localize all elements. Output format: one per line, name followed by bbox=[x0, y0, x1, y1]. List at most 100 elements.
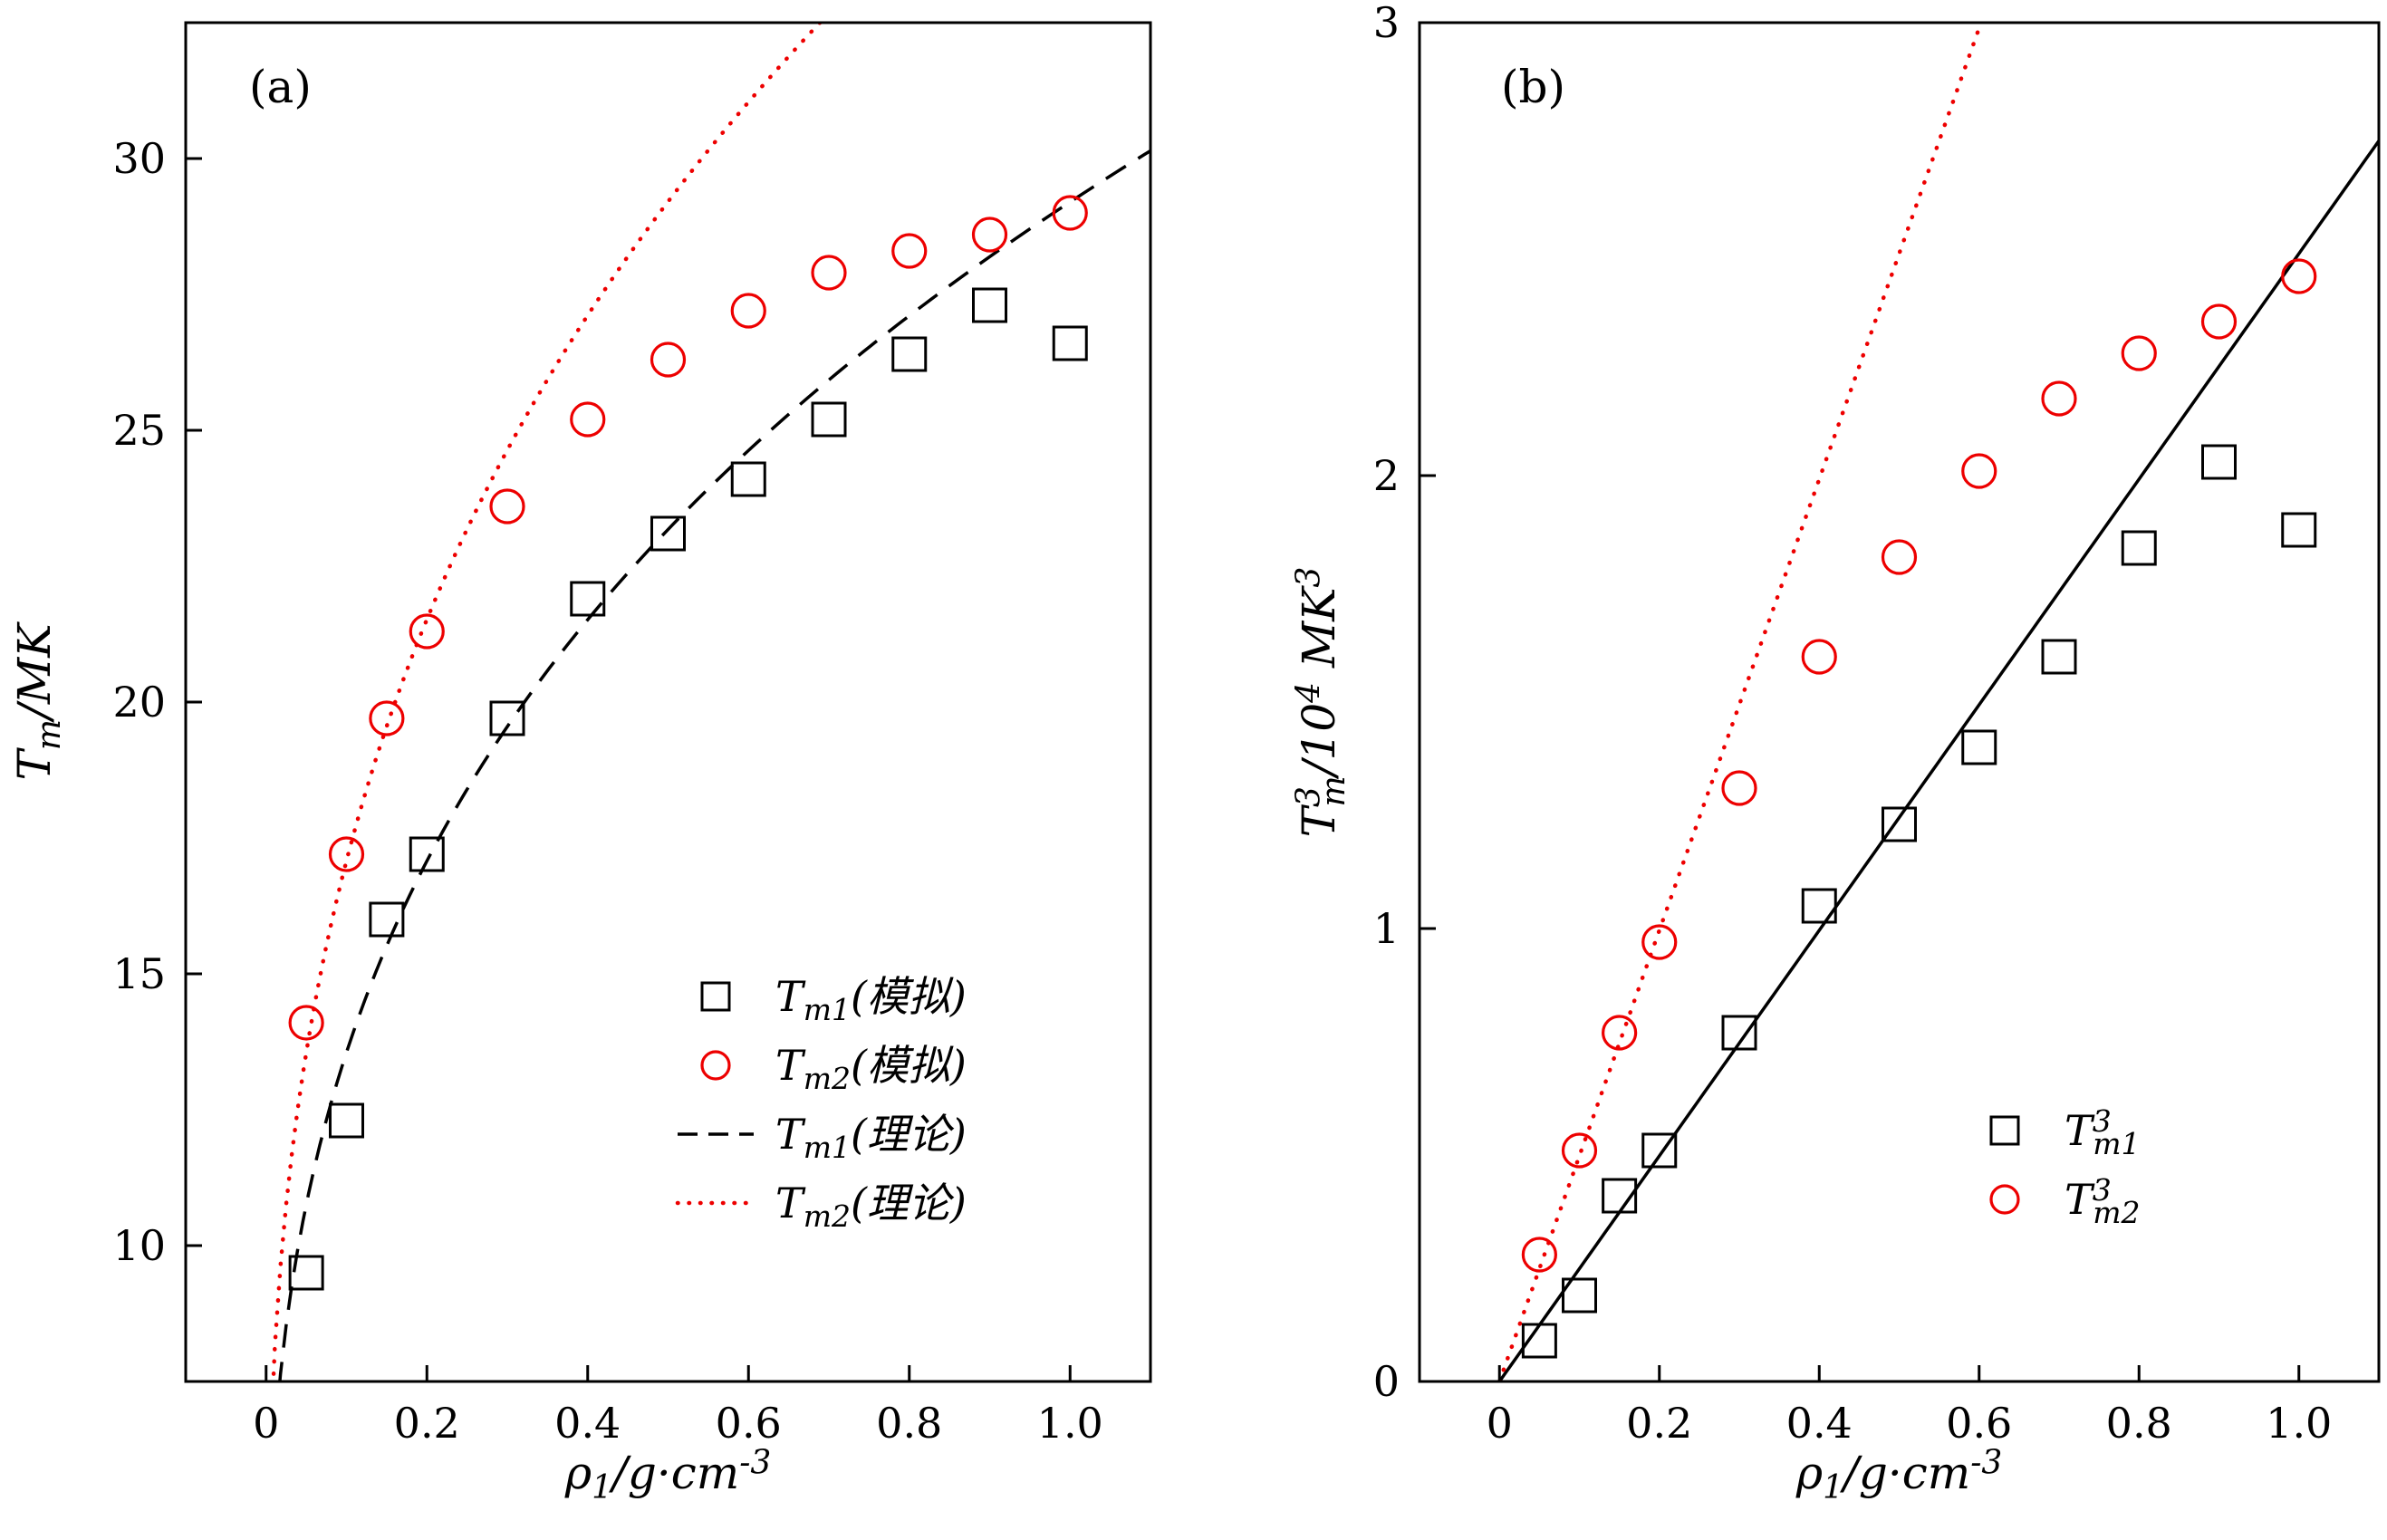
data-point-square bbox=[1721, 1015, 1757, 1051]
data-point-circle bbox=[1801, 639, 1837, 675]
data-point-square bbox=[1521, 1323, 1557, 1359]
data-point-circle bbox=[570, 401, 606, 438]
axes-frame bbox=[1418, 21, 2381, 1383]
data-point-square bbox=[1961, 729, 1997, 765]
x-tick-label: 0.4 bbox=[1786, 1399, 1853, 1448]
series-circle-markers bbox=[288, 195, 1088, 1041]
data-point-circle bbox=[891, 233, 928, 269]
data-point-square bbox=[1602, 1178, 1638, 1214]
data-point-square bbox=[1801, 888, 1837, 924]
data-point-circle bbox=[369, 700, 405, 736]
x-tick-label: 0.2 bbox=[394, 1399, 460, 1448]
data-point-circle bbox=[1641, 924, 1678, 960]
legend-label: Tm1(理论) bbox=[775, 1110, 967, 1165]
data-point-circle bbox=[2121, 335, 2157, 371]
x-tick-label: 0.6 bbox=[716, 1399, 782, 1448]
data-point-circle bbox=[1721, 770, 1757, 806]
x-tick-label: 1.0 bbox=[1037, 1399, 1103, 1448]
data-point-square bbox=[369, 901, 405, 938]
x-tick-label: 1.0 bbox=[2266, 1399, 2332, 1448]
data-point-circle bbox=[1521, 1237, 1558, 1273]
data-point-square bbox=[650, 515, 686, 552]
data-point-square bbox=[2041, 639, 2077, 675]
legend-marker-circle bbox=[700, 1050, 731, 1081]
axes-frame bbox=[184, 21, 1152, 1383]
panel-b-chart: 0 0.2 0.4 0.6 0.8 1.0 0 1 2 3 ρ1/g·cm-3 T3m/104 MK3… bbox=[1198, 0, 2387, 1540]
legend-marker-square bbox=[700, 981, 731, 1012]
x-axis-title: ρ1/g·cm-3 bbox=[1795, 1445, 2003, 1507]
x-axis-title: ρ1/g·cm-3 bbox=[564, 1445, 772, 1507]
data-point-circle bbox=[489, 488, 525, 525]
y-axis-title: T3m/104 MK3 bbox=[1291, 567, 1353, 838]
x-tick-label: 0 bbox=[1487, 1399, 1513, 1448]
data-point-square bbox=[329, 1102, 364, 1139]
data-point-circle bbox=[971, 217, 1008, 253]
data-point-square bbox=[409, 836, 445, 872]
panel-a: 0 0.2 0.4 0.6 0.8 1.0 10 15 20 25 30 ρ1/g·cm-3 Tm/MK… bbox=[8, 21, 1152, 1507]
y-tick-label: 25 bbox=[112, 406, 166, 455]
legend-label: Tm1(模拟) bbox=[775, 972, 967, 1027]
panel-b: 0 0.2 0.4 0.6 0.8 1.0 0 1 2 3 ρ1/g·cm-3 T3m/104 MK3… bbox=[1198, 0, 2387, 1540]
data-point-square bbox=[2201, 444, 2238, 480]
data-point-circle bbox=[1881, 539, 1918, 575]
y-tick-label: 10 bbox=[112, 1221, 166, 1270]
x-tick-label: 0.8 bbox=[2106, 1399, 2172, 1448]
theory-curve-solid bbox=[1497, 138, 2380, 1381]
theory-curve-dotted bbox=[1497, 23, 1984, 1381]
data-point-circle bbox=[2041, 380, 2077, 417]
y-tick-label: 1 bbox=[1373, 904, 1400, 953]
data-point-square bbox=[1641, 1132, 1678, 1169]
data-point-square bbox=[489, 700, 525, 736]
panel-label: (b) bbox=[1501, 61, 1565, 113]
data-point-circle bbox=[288, 1005, 324, 1041]
data-point-circle bbox=[650, 342, 687, 378]
panel-a-chart: 0 0.2 0.4 0.6 0.8 1.0 10 15 20 25 30 ρ1/g·cm-3 Tm/MK… bbox=[8, 21, 1152, 1507]
x-tick-label: 0.2 bbox=[1626, 1399, 1692, 1448]
x-tick-label: 0.4 bbox=[554, 1399, 621, 1448]
y-tick-label: 2 bbox=[1373, 451, 1400, 500]
x-tick-label: 0.8 bbox=[876, 1399, 942, 1448]
legend-marker-square bbox=[1989, 1115, 2020, 1146]
plot-area bbox=[271, 23, 1150, 1381]
series-square-markers bbox=[1521, 444, 2317, 1359]
theory-curve-dotted bbox=[271, 23, 823, 1381]
data-point-circle bbox=[1052, 195, 1088, 231]
legend-label: Tm2(理论) bbox=[775, 1179, 967, 1234]
data-point-circle bbox=[328, 836, 365, 872]
data-point-square bbox=[570, 581, 606, 617]
series-square-markers bbox=[288, 287, 1088, 1291]
y-axis-title: Tm/MK bbox=[8, 621, 68, 781]
legend-marker-circle bbox=[1989, 1184, 2020, 1215]
panel-label: (a) bbox=[249, 61, 312, 113]
data-point-circle bbox=[1602, 1015, 1638, 1051]
data-point-circle bbox=[409, 613, 445, 650]
y-tick-label: 15 bbox=[112, 949, 166, 998]
data-point-square bbox=[288, 1255, 324, 1291]
data-point-circle bbox=[730, 293, 766, 329]
y-tick-label: 20 bbox=[112, 678, 166, 727]
data-point-square bbox=[1562, 1277, 1598, 1314]
data-point-square bbox=[891, 336, 928, 372]
plot-area bbox=[1497, 23, 2380, 1381]
data-point-square bbox=[811, 401, 847, 438]
data-point-square bbox=[730, 461, 766, 497]
legend-label: T3 m2 bbox=[2065, 1172, 2141, 1230]
data-point-square bbox=[2281, 512, 2317, 548]
y-tick-label: 3 bbox=[1373, 0, 1400, 47]
data-point-circle bbox=[811, 255, 847, 291]
data-point-circle bbox=[2200, 303, 2238, 340]
data-point-square bbox=[1052, 325, 1088, 361]
data-point-square bbox=[1882, 806, 1918, 842]
data-point-circle bbox=[1961, 453, 1997, 489]
legend-label: T3 m1 bbox=[2065, 1103, 2141, 1161]
y-tick-label: 0 bbox=[1373, 1357, 1400, 1406]
data-point-circle bbox=[1561, 1132, 1598, 1169]
legend-label: Tm2(模拟) bbox=[775, 1041, 967, 1096]
data-point-square bbox=[972, 287, 1007, 323]
theory-curve-dashed bbox=[278, 149, 1150, 1381]
data-point-circle bbox=[2281, 258, 2317, 294]
x-tick-label: 0.6 bbox=[1946, 1399, 2012, 1448]
series-circle-markers bbox=[1521, 258, 2317, 1273]
y-tick-label: 30 bbox=[112, 134, 166, 183]
